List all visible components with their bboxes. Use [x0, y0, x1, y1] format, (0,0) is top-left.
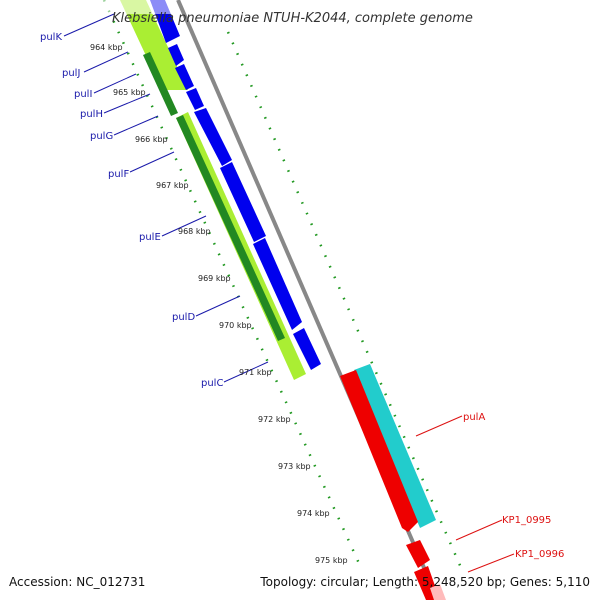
gene-labels-forward: pulK pulJ pulI pulH pulG pulF pulE pulD …: [40, 32, 223, 389]
tick-label: 966 kbp: [135, 135, 168, 144]
cds-blue-6: [220, 162, 266, 242]
cds-red-2: [406, 540, 430, 568]
tick-label: 971 kbp: [239, 368, 272, 377]
gene-label-KP1_0995: KP1_0995: [502, 515, 551, 526]
gene-label-pulJ: pulJ: [62, 68, 80, 79]
gene-label-KP1_0996: KP1_0996: [515, 549, 564, 560]
cds-blue-5: [194, 108, 232, 166]
accession-text: Accession: NC_012731: [9, 575, 145, 589]
cds-blue-2: [168, 44, 184, 66]
cds-blue-4: [186, 88, 204, 110]
gene-label-pulD: pulD: [172, 312, 195, 323]
tick-label: 965 kbp: [113, 88, 146, 97]
leader-KP1_0995: [455, 519, 503, 541]
green-dot-track-inner: [102, 0, 364, 571]
forward-gene-track: [120, 0, 306, 380]
gene-label-pulH: pulH: [80, 109, 103, 120]
dotted-tick-track: [102, 0, 364, 571]
gene-label-pulC: pulC: [201, 378, 223, 389]
leader-pulA: [415, 415, 463, 437]
gene-labels-reverse: pulA KP1_0995 KP1_0996: [463, 412, 564, 560]
tick-label: 968 kbp: [178, 227, 211, 236]
tick-label: 975 kbp: [315, 556, 348, 565]
leader-pulC: [223, 361, 269, 383]
leader-pulH: [103, 93, 151, 114]
tick-label: 970 kbp: [219, 321, 252, 330]
leader-pulI: [93, 73, 137, 94]
gene-label-pulK: pulK: [40, 32, 62, 43]
map-title: Klebsiella pneumoniae NTUH-K2044, comple…: [112, 11, 473, 26]
gene-label-pulA: pulA: [463, 412, 485, 423]
leader-pulF: [129, 151, 175, 173]
cds-blue-3: [175, 64, 194, 90]
tick-label: 969 kbp: [198, 274, 231, 283]
gene-block-forward-dark-2: [176, 115, 285, 341]
leader-pulG: [113, 115, 159, 136]
cds-blue-7: [253, 238, 302, 330]
leader-pulJ: [83, 51, 129, 73]
tick-label: 973 kbp: [278, 462, 311, 471]
tick-label: 964 kbp: [90, 43, 123, 52]
leader-pulD: [195, 295, 241, 317]
gene-label-pulG: pulG: [90, 131, 113, 142]
gene-label-pulF: pulF: [108, 169, 129, 180]
cds-red-4: [430, 584, 446, 600]
gene-label-pulE: pulE: [139, 232, 161, 243]
top-fade: [0, 0, 600, 14]
gene-block-forward-1: [120, 0, 188, 90]
leader-lines: [63, 13, 515, 573]
tick-label: 972 kbp: [258, 415, 291, 424]
tick-labels: 964 kbp 965 kbp 966 kbp 967 kbp 968 kbp …: [90, 43, 348, 565]
reverse-gene-track: [354, 364, 436, 528]
genome-stats-text: Topology: circular; Length: 5,248,520 bp…: [259, 575, 590, 589]
cds-red-1: [340, 370, 418, 532]
reverse-cds-track: [340, 370, 446, 600]
cds-blue-8: [293, 328, 321, 370]
leader-pulK: [63, 13, 115, 37]
leader-KP1_0996: [467, 553, 515, 573]
gene-block-forward-dark-1: [143, 52, 178, 116]
gene-label-pulI: pulI: [74, 89, 92, 100]
tick-label: 967 kbp: [156, 181, 189, 190]
gene-block-reverse-1: [354, 364, 436, 528]
tick-label: 974 kbp: [297, 509, 330, 518]
leader-pulE: [161, 215, 207, 237]
